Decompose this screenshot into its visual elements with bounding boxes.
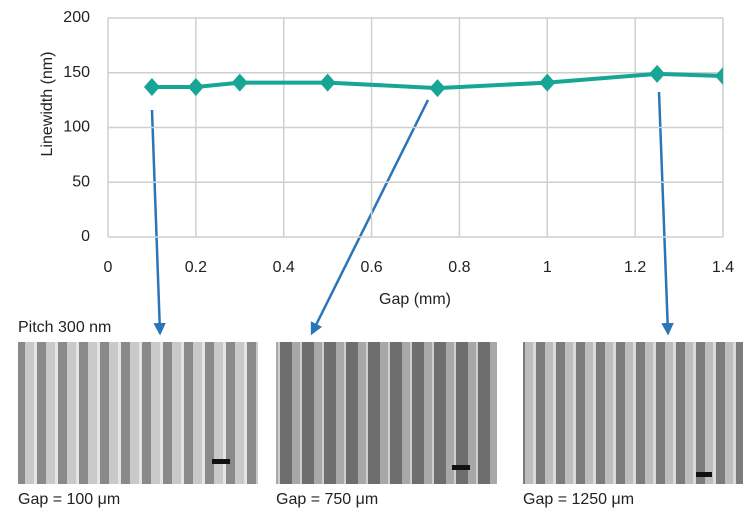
y-tick-label: 100 <box>63 119 90 136</box>
x-tick-label: 0.6 <box>360 259 382 276</box>
y-axis-label: Linewidth (nm) <box>39 52 56 157</box>
arrow <box>657 91 674 336</box>
arrows <box>150 91 674 336</box>
scale-bar <box>696 472 712 477</box>
sem-image <box>523 342 743 484</box>
annotation: Pitch 300 nm <box>18 319 111 336</box>
image-caption: Gap = 750 μm <box>276 491 378 508</box>
arrow <box>310 99 430 336</box>
x-tick-label: 0.2 <box>185 259 207 276</box>
x-tick-label: 1.2 <box>624 259 646 276</box>
sem-images <box>18 342 743 484</box>
data-point <box>539 73 556 92</box>
arrow <box>150 109 166 336</box>
x-tick-label: 1 <box>543 259 552 276</box>
scale-bar <box>212 459 230 464</box>
image-caption: Gap = 100 μm <box>18 491 120 508</box>
sem-image <box>276 342 497 484</box>
data-point <box>231 73 248 92</box>
scale-bar <box>452 465 470 470</box>
image-caption: Gap = 1250 μm <box>523 491 634 508</box>
y-tick-label: 200 <box>63 9 90 26</box>
y-tick-label: 0 <box>81 228 90 245</box>
x-tick-label: 0.8 <box>448 259 470 276</box>
x-axis-label: Gap (mm) <box>379 291 451 308</box>
data-point <box>319 73 336 92</box>
y-tick-label: 50 <box>72 173 90 190</box>
plot <box>143 64 723 98</box>
data-point <box>649 64 666 83</box>
x-tick-label: 1.4 <box>712 259 734 276</box>
y-tick-label: 150 <box>63 64 90 81</box>
x-tick-label: 0 <box>104 259 113 276</box>
data-point <box>715 67 723 86</box>
data-point <box>143 77 160 96</box>
data-point <box>429 79 446 98</box>
x-tick-label: 0.4 <box>273 259 295 276</box>
data-point <box>187 77 204 96</box>
